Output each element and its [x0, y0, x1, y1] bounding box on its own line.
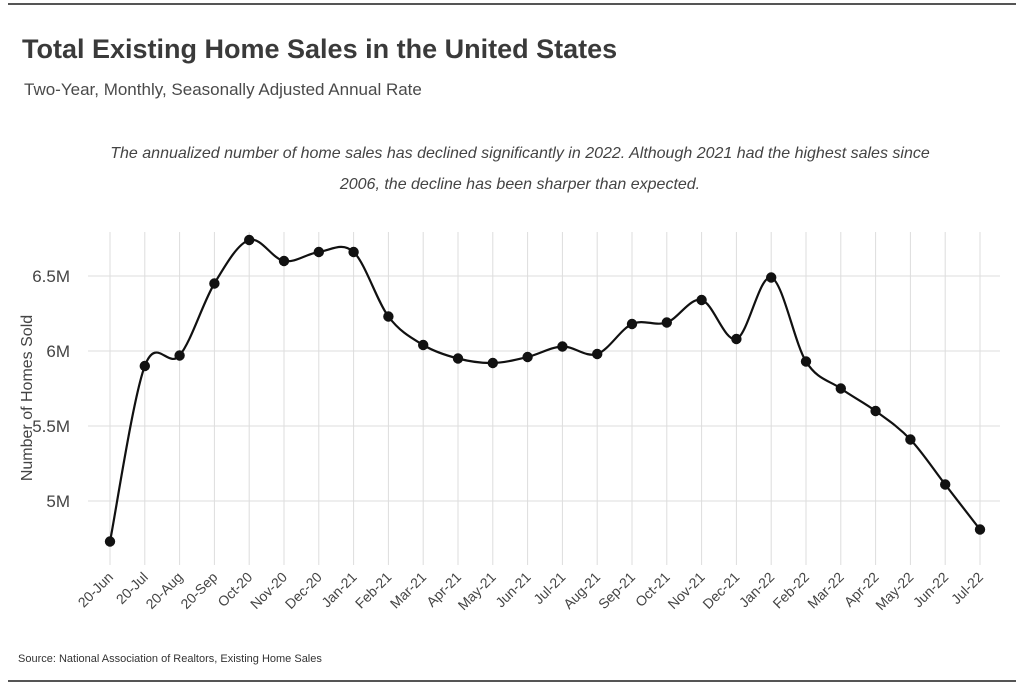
- data-point: [139, 360, 150, 372]
- x-tick-label: Aug-21: [560, 569, 603, 612]
- y-tick-label: 6M: [46, 342, 70, 361]
- data-point: [452, 353, 464, 364]
- x-tick-label: 20-Sep: [177, 569, 220, 612]
- data-point: [313, 246, 324, 258]
- data-point: [104, 536, 116, 547]
- data-point: [522, 351, 533, 363]
- x-tick-label: 20-Aug: [142, 569, 185, 612]
- x-tick-label: Jun-21: [492, 569, 534, 611]
- series-line: [108, 238, 981, 542]
- source-note: Source: National Association of Realtors…: [18, 653, 322, 665]
- top-rule: [8, 3, 1016, 5]
- data-point: [940, 479, 951, 490]
- data-point: [348, 246, 359, 258]
- data-point: [696, 294, 707, 306]
- data-point: [661, 317, 672, 328]
- y-tick-label: 5M: [46, 492, 70, 511]
- data-point: [592, 348, 603, 360]
- data-point: [209, 278, 220, 289]
- y-tick-label: 5.5M: [32, 417, 70, 436]
- data-point: [557, 341, 568, 352]
- x-tick-label: Mar-21: [387, 569, 430, 612]
- bottom-rule: [8, 680, 1016, 682]
- chart-title: Total Existing Home Sales in the United …: [22, 34, 618, 64]
- data-points: [104, 234, 986, 547]
- data-point: [870, 405, 881, 417]
- grid: [88, 232, 1000, 565]
- data-point: [244, 234, 255, 246]
- x-tick-label: Jul-22: [948, 569, 986, 607]
- data-point: [487, 357, 498, 369]
- x-tick-label: Feb-22: [769, 569, 812, 612]
- x-axis: 20-Jun20-Jul20-Aug20-SepOct-20Nov-20Dec-…: [75, 569, 987, 613]
- y-axis: 5M 5.5M 6M 6.5M Number of Homes Sold: [19, 267, 70, 511]
- data-point: [418, 339, 429, 351]
- y-tick-label: 6.5M: [32, 267, 70, 286]
- data-point: [766, 272, 777, 283]
- x-tick-label: May-22: [872, 569, 916, 613]
- data-point: [626, 318, 638, 330]
- data-point: [383, 311, 394, 322]
- x-tick-label: Nov-21: [664, 569, 707, 612]
- x-tick-label: Dec-20: [282, 569, 325, 612]
- x-tick-label: Feb-21: [352, 569, 395, 612]
- x-tick-label: May-21: [455, 569, 499, 613]
- y-axis-title: Number of Homes Sold: [19, 315, 36, 481]
- x-tick-label: Sep-21: [595, 569, 638, 612]
- x-tick-label: Jan-22: [736, 569, 778, 611]
- data-point: [731, 333, 742, 345]
- data-point: [800, 356, 812, 367]
- data-point: [835, 383, 846, 394]
- x-tick-label: Jan-21: [318, 569, 360, 611]
- x-tick-label: Mar-22: [804, 569, 847, 612]
- data-point: [974, 524, 986, 535]
- x-tick-label: 20-Jun: [75, 569, 117, 611]
- data-point: [905, 434, 916, 445]
- x-tick-label: Jun-22: [910, 569, 952, 611]
- data-point: [278, 255, 290, 267]
- chart-subtitle: Two-Year, Monthly, Seasonally Adjusted A…: [24, 80, 422, 99]
- x-tick-label: Dec-21: [699, 569, 742, 612]
- x-tick-label: Nov-20: [247, 569, 290, 612]
- chart-annotation: The annualized number of home sales has …: [110, 145, 930, 193]
- data-point: [174, 350, 185, 361]
